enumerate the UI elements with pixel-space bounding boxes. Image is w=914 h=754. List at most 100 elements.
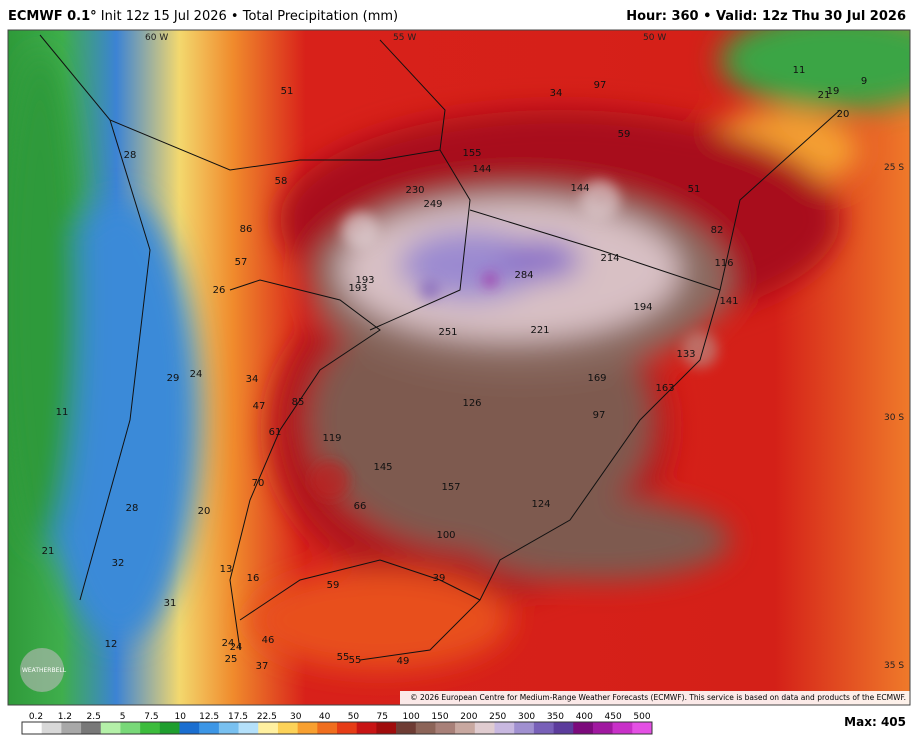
point-value: 24 bbox=[230, 642, 243, 653]
logo bbox=[20, 648, 64, 692]
point-value: 145 bbox=[373, 462, 392, 473]
colorbar: 0.2 1.2 2.5 5 7.5 10 12.5 17.5 22.5 30 40 50 75 100 15… bbox=[21, 712, 653, 735]
sep: • bbox=[231, 9, 239, 24]
colorbar-label: 75 bbox=[377, 712, 388, 722]
colorbar-label: 350 bbox=[547, 712, 564, 722]
colorbar-cell bbox=[120, 722, 141, 734]
colorbar-cell bbox=[199, 722, 220, 734]
colorbar-cell bbox=[514, 722, 535, 734]
colorbar-cell bbox=[435, 722, 456, 734]
precip-detail bbox=[310, 180, 718, 500]
colorbar-cell bbox=[258, 722, 279, 734]
point-value: 55 bbox=[337, 652, 350, 663]
colorbar-cell bbox=[41, 722, 62, 734]
max-value: 405 bbox=[881, 715, 906, 729]
copyright: © 2026 European Centre for Medium-Range … bbox=[410, 693, 906, 702]
colorbar-cell bbox=[573, 722, 594, 734]
colorbar-label: 40 bbox=[319, 712, 331, 722]
colorbar-cell bbox=[297, 722, 318, 734]
point-value: 51 bbox=[688, 184, 701, 195]
colorbar-label: 0.2 bbox=[29, 712, 43, 722]
point-value: 31 bbox=[164, 598, 177, 609]
point-value: 25 bbox=[225, 654, 238, 665]
point-value: 28 bbox=[124, 150, 137, 161]
header-bar bbox=[0, 0, 914, 30]
sep: • bbox=[703, 9, 711, 24]
point-value: 193 bbox=[348, 283, 367, 294]
point-value: 29 bbox=[167, 373, 180, 384]
point-value: 163 bbox=[655, 383, 674, 394]
point-value: 141 bbox=[719, 296, 738, 307]
point-value: 230 bbox=[405, 185, 424, 196]
hour: 360 bbox=[671, 9, 698, 24]
graticule: 60 W 55 W 50 W 25 S 30 S 35 S bbox=[145, 33, 904, 671]
point-value: 57 bbox=[235, 257, 248, 268]
colorbar-cell bbox=[277, 722, 298, 734]
point-value: 284 bbox=[514, 270, 533, 281]
point-value: 13 bbox=[220, 564, 233, 575]
point-value: 47 bbox=[253, 401, 266, 412]
point-value: 24 bbox=[190, 369, 203, 380]
point-value: 249 bbox=[423, 199, 442, 210]
colorbar-cell bbox=[81, 722, 102, 734]
point-value: 9 bbox=[861, 76, 867, 87]
colorbar-cell bbox=[61, 722, 82, 734]
colorbar-label: 150 bbox=[431, 712, 448, 722]
point-value: 32 bbox=[112, 558, 125, 569]
colorbar-cell bbox=[592, 722, 613, 734]
colorbar-cell bbox=[179, 722, 200, 734]
colorbar-cell bbox=[238, 722, 259, 734]
point-value: 28 bbox=[126, 503, 139, 514]
colorbar-cell bbox=[22, 722, 42, 734]
point-value: 221 bbox=[530, 325, 549, 336]
colorbar-cell bbox=[533, 722, 554, 734]
point-value: 51 bbox=[281, 86, 294, 97]
colorbar-label: 50 bbox=[348, 712, 360, 722]
hour-label: Hour: bbox=[626, 9, 667, 24]
point-value: 66 bbox=[354, 501, 367, 512]
colorbar-cell bbox=[356, 722, 377, 734]
colorbar-label: 300 bbox=[518, 712, 535, 722]
colorbar-cell bbox=[494, 722, 515, 734]
map: 60 W 55 W 50 W25 S30 S35 S 51 3497119211920… bbox=[8, 30, 910, 705]
colorbar-cell bbox=[376, 722, 397, 734]
grid-label: 60 W bbox=[145, 33, 168, 43]
colorbar-cell bbox=[140, 722, 161, 734]
grid-label: 30 S bbox=[884, 413, 904, 423]
copyright-bg bbox=[400, 691, 910, 705]
point-value: 194 bbox=[633, 302, 652, 313]
colorbar-label: 1.2 bbox=[58, 712, 72, 722]
valid: 12z Thu 30 Jul 2026 bbox=[762, 9, 906, 24]
point-value: 11 bbox=[56, 407, 69, 418]
precip-field bbox=[8, 30, 910, 670]
colorbar-label: 400 bbox=[576, 712, 593, 722]
point-value: 144 bbox=[472, 164, 491, 175]
colorbar-cell bbox=[396, 722, 417, 734]
colorbar-frame bbox=[21, 721, 653, 735]
point-value: 21 bbox=[42, 546, 55, 557]
grid-label: 50 W bbox=[643, 33, 666, 43]
logo-text: WEATHERBELL bbox=[22, 667, 67, 674]
colorbar-label: 10 bbox=[175, 712, 187, 722]
colorbar-cell bbox=[455, 722, 476, 734]
point-value: 251 bbox=[438, 327, 457, 338]
grid-label: 55 W bbox=[393, 33, 416, 43]
point-value: 70 bbox=[252, 478, 265, 489]
point-value: 214 bbox=[600, 253, 619, 264]
colorbar-label: 2.5 bbox=[87, 712, 101, 722]
header-left: ECMWF 0.1° Init 12z 15 Jul 2026 • Total … bbox=[8, 9, 398, 24]
point-value: 55 bbox=[349, 655, 362, 666]
colorbar-label: 7.5 bbox=[144, 712, 158, 722]
point-value: 193 bbox=[355, 275, 374, 286]
colorbar-cell bbox=[337, 722, 357, 734]
point-value: 39 bbox=[433, 573, 446, 584]
point-value: 61 bbox=[269, 427, 282, 438]
point-value: 82 bbox=[711, 225, 724, 236]
point-value: 133 bbox=[676, 349, 695, 360]
colorbar-cell bbox=[553, 722, 574, 734]
colorbar-cell bbox=[415, 722, 436, 734]
colorbar-label: 30 bbox=[290, 712, 302, 722]
point-value: 24 bbox=[222, 638, 235, 649]
point-value: 49 bbox=[397, 656, 410, 667]
